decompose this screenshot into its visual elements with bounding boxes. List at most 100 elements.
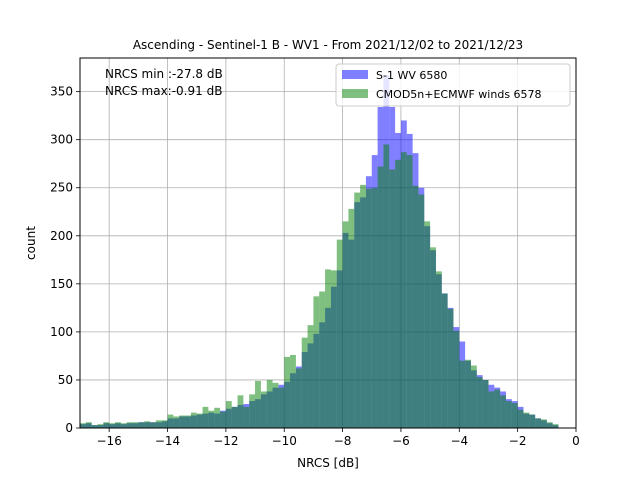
x-tick-label: −2 — [509, 434, 527, 448]
y-tick-label: 150 — [50, 277, 73, 291]
legend-label-cmod5n: CMOD5n+ECMWF winds 6578 — [376, 88, 542, 101]
histogram-bar — [418, 194, 425, 428]
y-tick-label: 250 — [50, 181, 73, 195]
histogram-bar — [132, 422, 139, 428]
histogram-bar — [395, 159, 401, 429]
histogram-bar — [319, 291, 326, 428]
histogram-bar — [459, 360, 466, 428]
histogram-bar — [284, 356, 291, 428]
histogram-bar — [80, 423, 86, 428]
histogram-bar — [190, 412, 197, 428]
histogram-bar — [535, 418, 541, 428]
histogram-bar — [301, 337, 308, 428]
histogram-bar — [488, 391, 495, 428]
histogram-bar — [365, 188, 372, 428]
x-tick-label: −10 — [272, 434, 297, 448]
histogram-bar — [144, 421, 151, 428]
histogram-bar — [523, 412, 530, 428]
histogram-bar — [511, 403, 518, 428]
histogram-bar — [173, 416, 180, 428]
histogram-bar — [430, 247, 436, 428]
histogram-bar — [424, 221, 431, 428]
histogram-bar — [85, 422, 92, 428]
x-axis-label: NRCS [dB] — [297, 456, 359, 470]
plot-frame — [79, 57, 577, 429]
nrcs-min-annotation: NRCS min :-27.8 dB — [105, 67, 223, 81]
histogram-bar — [126, 422, 133, 428]
histogram-bar — [161, 420, 168, 428]
y-tick-label: 200 — [50, 229, 73, 243]
histogram-bar — [383, 144, 390, 428]
y-axis-label: count — [24, 226, 38, 260]
histogram-bar — [155, 420, 162, 428]
histogram-bar — [255, 380, 261, 428]
histogram-bar — [307, 325, 314, 428]
histogram-bar — [237, 395, 244, 428]
histogram-bar — [214, 407, 221, 428]
histogram-bar — [400, 152, 407, 428]
histogram-bar — [500, 395, 506, 428]
histogram-bar — [529, 414, 536, 428]
x-tick-label: −12 — [213, 434, 238, 448]
histogram-bar — [435, 271, 442, 428]
y-tick-label: 300 — [50, 133, 73, 147]
chart-title: Ascending - Sentinel-1 B - WV1 - From 20… — [133, 38, 523, 52]
histogram-bar — [150, 422, 156, 428]
x-tick-label: −8 — [334, 434, 352, 448]
histogram-bar — [278, 387, 285, 428]
histogram-bar — [202, 406, 209, 428]
histogram-bar — [453, 330, 460, 428]
histogram-bar — [517, 409, 524, 428]
histogram-bar — [470, 365, 477, 428]
histogram-bar — [272, 382, 279, 428]
histogram-bar — [179, 415, 186, 428]
histogram-bar — [120, 423, 127, 428]
legend-label-s1-wv: S-1 WV 6580 — [376, 69, 447, 82]
histogram-bar — [260, 391, 267, 428]
histogram-bar — [115, 422, 121, 428]
histogram-bar — [220, 411, 226, 428]
histogram-bar — [266, 379, 273, 428]
histogram-bars — [80, 75, 559, 429]
x-tick-label: −16 — [97, 434, 122, 448]
histogram-bar — [441, 293, 448, 428]
nrcs-max-annotation: NRCS max:-0.91 dB — [105, 84, 222, 98]
histogram-bar — [389, 169, 396, 428]
histogram-bar — [167, 414, 174, 428]
legend: S-1 WV 6580 CMOD5n+ECMWF winds 6578 — [335, 63, 571, 107]
legend-swatch-cmod5n — [342, 89, 368, 98]
histogram-bar — [330, 270, 337, 428]
x-tick-label: −6 — [392, 434, 410, 448]
histogram-bar — [348, 208, 355, 428]
histogram-bar — [482, 379, 489, 428]
histogram-bar — [249, 394, 256, 428]
histogram-bar — [138, 422, 145, 428]
histogram-bar — [290, 354, 296, 428]
histogram-bar — [325, 269, 331, 428]
histogram-bar — [231, 406, 238, 428]
y-tick-label: 0 — [65, 421, 73, 435]
histogram-bar — [103, 422, 110, 428]
histogram-bar — [243, 406, 250, 428]
legend-box — [335, 63, 571, 107]
x-tick-label: −14 — [155, 434, 180, 448]
series-cmod5n-bars — [80, 144, 559, 429]
histogram-bar — [336, 239, 343, 428]
y-tick-label: 50 — [58, 373, 73, 387]
histogram-bar — [447, 308, 454, 428]
histogram-bar — [208, 410, 215, 428]
histogram-bar — [465, 359, 471, 428]
histogram-bar — [97, 424, 104, 428]
legend-swatch-s1-wv — [342, 70, 368, 79]
histogram-bar — [406, 155, 413, 428]
histogram-bar — [91, 425, 98, 428]
histogram-bar — [371, 187, 378, 428]
histogram-bar — [196, 413, 203, 428]
histogram-bar — [476, 377, 483, 428]
y-tick-label: 350 — [50, 85, 73, 99]
histogram-bar — [494, 389, 501, 428]
histogram-bar — [354, 192, 361, 428]
histogram-bar — [360, 184, 366, 428]
histogram-bar — [295, 368, 302, 428]
